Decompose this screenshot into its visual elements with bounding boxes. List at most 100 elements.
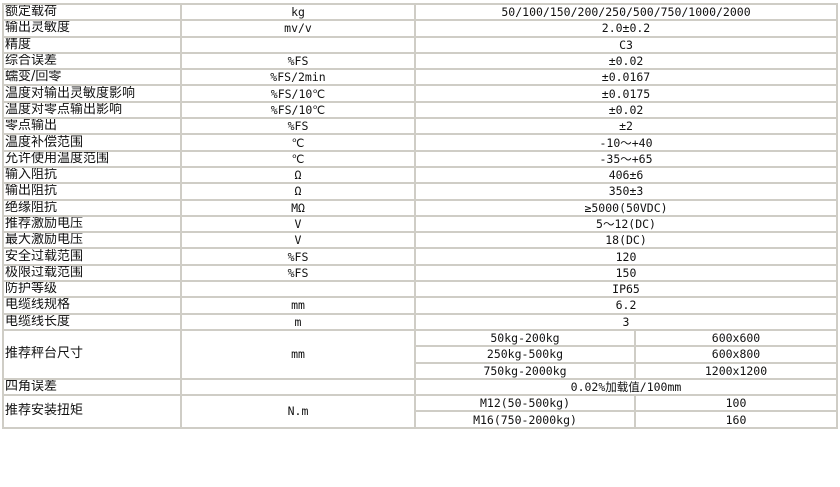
- table-row: 推荐秤台尺寸 mm 50kg-200kg 600x600: [2, 328, 838, 380]
- spec-label: 电缆线规格: [2, 296, 182, 315]
- table-row: 输入阻抗 Ω 406±6: [2, 165, 838, 185]
- spec-label: 允许使用温度范围: [2, 149, 182, 168]
- spec-unit: V: [180, 214, 416, 234]
- table-row: 输出灵敏度 mv/v 2.0±0.2: [2, 19, 838, 38]
- spec-unit: N.m: [180, 394, 416, 429]
- spec-unit: kg: [180, 2, 416, 22]
- spec-unit: mv/v: [180, 19, 416, 38]
- spec-unit: %FS/10℃: [180, 84, 416, 103]
- spec-sub-range: 250kg-500kg: [414, 345, 636, 364]
- spec-unit: mm: [180, 296, 416, 315]
- spec-label: 推荐安装扭矩: [2, 394, 182, 429]
- spec-unit: %FS/10℃: [180, 100, 416, 120]
- spec-unit: %FS: [180, 117, 416, 136]
- spec-sub-range: M12(50-500kg): [414, 394, 636, 413]
- spec-value: 6.2: [414, 296, 838, 315]
- table-row: 电缆线规格 mm 6.2: [2, 296, 838, 315]
- spec-label: 电缆线长度: [2, 312, 182, 331]
- spec-sub-value: 1200x1200: [634, 361, 838, 380]
- spec-value: ±0.02: [414, 51, 838, 71]
- table-row: 蠕变/回零 %FS/2min ±0.0167: [2, 68, 838, 87]
- table-row: 安全过载范围 %FS 120: [2, 247, 838, 266]
- spec-sub-range: 750kg-2000kg: [414, 361, 636, 380]
- spec-label: 最大激励电压: [2, 231, 182, 250]
- spec-unit: MΩ: [180, 198, 416, 217]
- table-row: 温度对输出灵敏度影响 %FS/10℃ ±0.0175: [2, 84, 838, 103]
- spec-table: 额定载荷 kg 50/100/150/200/250/500/750/1000/20…: [2, 2, 838, 429]
- spec-unit: [180, 377, 416, 397]
- spec-sub-value: 600x800: [634, 345, 838, 364]
- table-row: 绝缘阻抗 MΩ ≥5000(50VDC): [2, 198, 838, 217]
- spec-sub-range: 50kg-200kg: [414, 328, 636, 348]
- spec-unit: m: [180, 312, 416, 331]
- table-row: 综合误差 %FS ±0.02: [2, 51, 838, 71]
- spec-value: 0.02%加载值/100mm: [414, 377, 838, 397]
- spec-value: 150: [414, 263, 838, 283]
- spec-value: ±2: [414, 117, 838, 136]
- spec-label: 零点输出: [2, 117, 182, 136]
- spec-value: -35～+65: [414, 149, 838, 168]
- table-row: 250kg-500kg 600x800: [3, 345, 838, 364]
- table-row: 允许使用温度范围 ℃ -35～+65: [2, 149, 838, 168]
- table-row: 零点输出 %FS ±2: [2, 117, 838, 136]
- spec-label: 输入阻抗: [2, 165, 182, 185]
- spec-value: 5～12(DC): [414, 214, 838, 234]
- spec-sub-value: 600x600: [634, 328, 838, 348]
- spec-unit: Ω: [180, 182, 416, 201]
- spec-unit: [180, 35, 416, 54]
- spec-value: 406±6: [414, 165, 838, 185]
- table-row: 极限过载范围 %FS 150: [2, 263, 838, 283]
- spec-value: IP65: [414, 280, 838, 299]
- spec-unit: Ω: [180, 165, 416, 185]
- table-row: 750kg-2000kg 1200x1200: [3, 361, 838, 380]
- spec-label: 安全过载范围: [2, 247, 182, 266]
- spec-unit: [180, 280, 416, 299]
- spec-sub-range: M16(750-2000kg): [414, 410, 636, 429]
- spec-value: 2.0±0.2: [414, 19, 838, 38]
- spec-value: ≥5000(50VDC): [414, 198, 838, 217]
- spec-value: C3: [414, 35, 838, 54]
- spec-unit: %FS: [180, 247, 416, 266]
- spec-value: 18(DC): [414, 231, 838, 250]
- table-row: 精度 C3: [2, 35, 838, 54]
- spec-value: 3: [414, 312, 838, 331]
- spec-value: ±0.0175: [414, 84, 838, 103]
- spec-value: ±0.0167: [414, 68, 838, 87]
- spec-unit: V: [180, 231, 416, 250]
- table-row: M16(750-2000kg) 160: [3, 410, 838, 429]
- spec-label: 四角误差: [2, 377, 182, 397]
- spec-label: 极限过载范围: [2, 263, 182, 283]
- spec-unit: ℃: [180, 149, 416, 168]
- spec-unit: %FS: [180, 263, 416, 283]
- spec-label: 蠕变/回零: [2, 68, 182, 87]
- spec-label: 输出灵敏度: [2, 19, 182, 38]
- spec-label: 防护等级: [2, 280, 182, 299]
- spec-unit: %FS/2min: [180, 68, 416, 87]
- table-row: 额定载荷 kg 50/100/150/200/250/500/750/1000/20…: [2, 2, 838, 22]
- spec-unit: %FS: [180, 51, 416, 71]
- spec-label: 绝缘阻抗: [2, 198, 182, 217]
- spec-label: 推荐激励电压: [2, 214, 182, 234]
- table-row: 四角误差 0.02%加载值/100mm: [2, 377, 838, 397]
- spec-value: 350±3: [414, 182, 838, 201]
- spec-sub-value: 160: [634, 410, 838, 429]
- table-row: 电缆线长度 m 3: [2, 312, 838, 331]
- spec-label: 推荐秤台尺寸: [2, 328, 182, 380]
- spec-label: 精度: [2, 35, 182, 54]
- table-row: 推荐激励电压 V 5～12(DC): [2, 214, 838, 234]
- spec-value: 50/100/150/200/250/500/750/1000/2000: [414, 2, 838, 22]
- spec-label: 温度补偿范围: [2, 133, 182, 152]
- table-row: 推荐安装扭矩 N.m M12(50-500kg) 100: [2, 394, 838, 429]
- spec-label: 额定载荷: [2, 2, 182, 22]
- spec-value: ±0.02: [414, 100, 838, 120]
- table-row: 输出阻抗 Ω 350±3: [2, 182, 838, 201]
- table-row: 温度补偿范围 ℃ -10～+40: [2, 133, 838, 152]
- spec-label: 综合误差: [2, 51, 182, 71]
- spec-value: -10～+40: [414, 133, 838, 152]
- table-row: 最大激励电压 V 18(DC): [2, 231, 838, 250]
- spec-unit: ℃: [180, 133, 416, 152]
- table-row: 温度对零点输出影响 %FS/10℃ ±0.02: [2, 100, 838, 120]
- spec-label: 温度对零点输出影响: [2, 100, 182, 120]
- spec-sub-value: 100: [634, 394, 838, 413]
- spec-label: 温度对输出灵敏度影响: [2, 84, 182, 103]
